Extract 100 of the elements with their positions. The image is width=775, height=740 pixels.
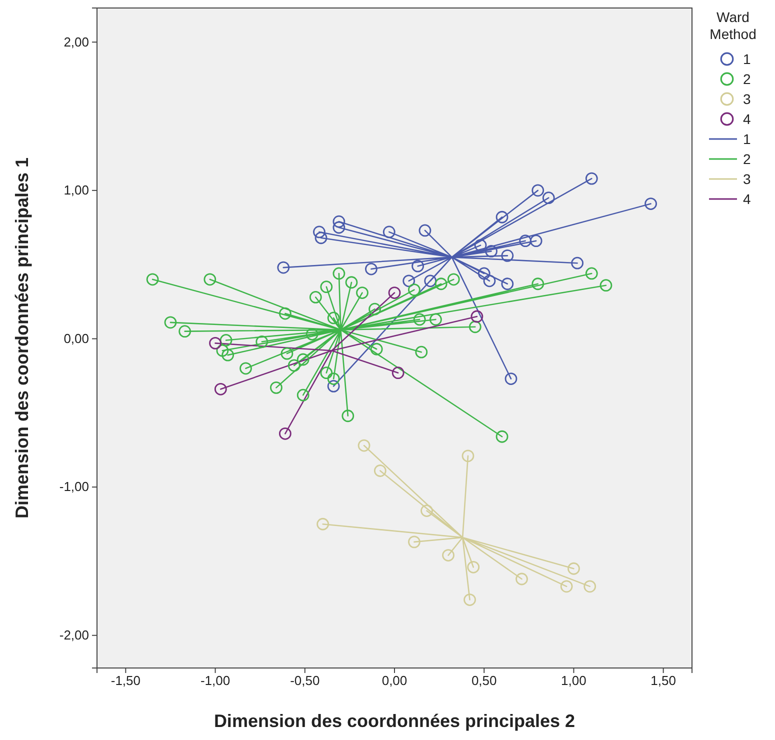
point bbox=[327, 372, 340, 385]
point bbox=[314, 232, 328, 244]
x-tick-label: 1,00 bbox=[561, 673, 586, 688]
point bbox=[644, 198, 657, 210]
point bbox=[501, 249, 514, 262]
point bbox=[584, 580, 596, 593]
y-tick-label: 1,00 bbox=[64, 182, 89, 198]
point bbox=[532, 184, 544, 197]
point bbox=[468, 320, 482, 334]
x-tick-label: 1,50 bbox=[650, 673, 676, 688]
point bbox=[316, 518, 330, 530]
point bbox=[571, 256, 584, 270]
point bbox=[402, 274, 416, 288]
point bbox=[342, 410, 354, 422]
point bbox=[408, 284, 420, 296]
point bbox=[306, 328, 318, 340]
point bbox=[447, 273, 460, 286]
point bbox=[470, 310, 484, 323]
point bbox=[519, 234, 532, 248]
x-tick-label: -1,00 bbox=[200, 673, 230, 688]
x-axis-title: Dimension des coordonnées principales 2 bbox=[214, 711, 576, 731]
point bbox=[320, 366, 333, 380]
point bbox=[288, 359, 300, 372]
point bbox=[532, 278, 544, 290]
point bbox=[220, 334, 232, 346]
point bbox=[204, 273, 216, 286]
point bbox=[327, 380, 340, 392]
legend-label: 2 bbox=[743, 151, 751, 167]
point bbox=[222, 348, 234, 362]
point bbox=[278, 427, 292, 440]
point bbox=[388, 286, 401, 299]
point bbox=[327, 312, 340, 324]
point bbox=[516, 572, 528, 586]
legend-label: 2 bbox=[743, 71, 751, 87]
point bbox=[296, 388, 310, 402]
point bbox=[278, 307, 292, 320]
point bbox=[214, 382, 227, 396]
x-tick-label: -0,50 bbox=[290, 673, 320, 688]
point bbox=[296, 353, 310, 366]
x-tick-label: 0,00 bbox=[382, 673, 408, 688]
legend-label: 4 bbox=[743, 191, 751, 207]
point bbox=[164, 316, 177, 329]
point bbox=[382, 226, 396, 238]
point bbox=[256, 336, 268, 348]
point bbox=[332, 215, 346, 228]
point bbox=[600, 279, 612, 292]
point bbox=[483, 274, 496, 288]
point bbox=[560, 580, 573, 593]
legend-label: 1 bbox=[743, 131, 751, 147]
point bbox=[332, 267, 346, 280]
point bbox=[392, 366, 404, 380]
point bbox=[368, 302, 381, 316]
point bbox=[496, 210, 508, 224]
legend-label: 4 bbox=[743, 111, 751, 127]
point bbox=[415, 346, 428, 358]
point bbox=[216, 344, 229, 357]
point bbox=[374, 464, 386, 477]
point bbox=[309, 291, 322, 304]
point bbox=[442, 549, 454, 562]
point bbox=[478, 267, 490, 280]
point bbox=[496, 430, 508, 443]
point bbox=[418, 224, 432, 237]
point bbox=[530, 234, 542, 248]
point bbox=[413, 313, 426, 326]
point bbox=[345, 276, 358, 289]
point bbox=[542, 192, 555, 204]
legend-label: 3 bbox=[743, 171, 751, 187]
point bbox=[280, 347, 294, 360]
point bbox=[585, 267, 598, 280]
y-tick-label: -2,00 bbox=[59, 628, 89, 643]
point bbox=[178, 325, 192, 338]
point bbox=[485, 245, 498, 258]
point bbox=[585, 172, 598, 185]
y-tick-label: 0,00 bbox=[64, 330, 89, 346]
point bbox=[568, 562, 580, 575]
point bbox=[365, 262, 378, 276]
point bbox=[424, 274, 437, 288]
point bbox=[313, 226, 326, 238]
point bbox=[209, 337, 222, 350]
x-tick-label: -1,50 bbox=[110, 673, 140, 688]
point bbox=[320, 280, 333, 294]
point bbox=[504, 372, 518, 385]
point bbox=[356, 286, 368, 299]
point bbox=[240, 362, 252, 375]
point bbox=[408, 536, 420, 548]
point bbox=[412, 260, 424, 272]
point bbox=[146, 273, 159, 286]
y-tick-label: -1,00 bbox=[59, 479, 89, 494]
point bbox=[332, 221, 346, 234]
point bbox=[501, 278, 514, 290]
point bbox=[358, 439, 370, 452]
point bbox=[277, 261, 290, 274]
point bbox=[467, 560, 480, 574]
y-tick-label: 2,00 bbox=[64, 34, 89, 50]
x-tick-label: 0,50 bbox=[471, 673, 497, 688]
y-axis-title: Dimension des coordonnées principales 1 bbox=[12, 157, 32, 519]
point bbox=[430, 313, 442, 326]
legend-label: 1 bbox=[743, 51, 751, 67]
point bbox=[434, 278, 448, 290]
point bbox=[270, 381, 282, 394]
